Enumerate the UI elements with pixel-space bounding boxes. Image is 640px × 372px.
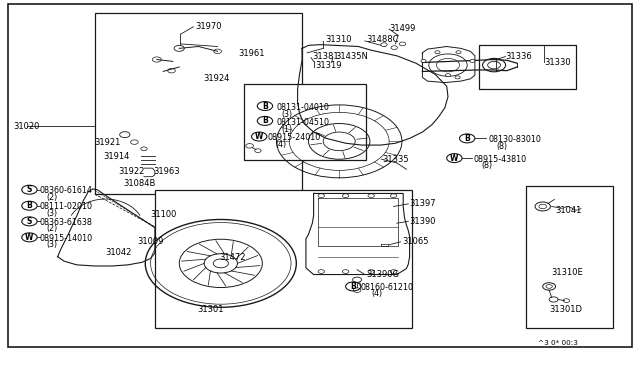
Text: 08915-43810: 08915-43810 bbox=[474, 155, 527, 164]
Text: 31042: 31042 bbox=[106, 248, 132, 257]
Text: 31310: 31310 bbox=[325, 35, 351, 44]
Text: 08360-61614: 08360-61614 bbox=[40, 186, 93, 195]
Text: 08363-61638: 08363-61638 bbox=[40, 218, 93, 227]
Text: 31336: 31336 bbox=[506, 52, 532, 61]
Circle shape bbox=[421, 60, 426, 62]
Text: (4): (4) bbox=[275, 140, 286, 149]
Text: (1): (1) bbox=[282, 125, 292, 134]
Text: 08915-14010: 08915-14010 bbox=[40, 234, 93, 243]
Text: 08131-04010: 08131-04010 bbox=[276, 103, 330, 112]
FancyBboxPatch shape bbox=[95, 13, 302, 194]
Text: ^3 0* 00:3: ^3 0* 00:3 bbox=[538, 340, 577, 346]
Text: (8): (8) bbox=[496, 142, 507, 151]
Text: S: S bbox=[27, 217, 32, 226]
Text: 31397: 31397 bbox=[410, 199, 436, 208]
Text: 31921: 31921 bbox=[95, 138, 121, 147]
Text: 31924: 31924 bbox=[204, 74, 230, 83]
Text: 31914: 31914 bbox=[104, 152, 130, 161]
Circle shape bbox=[353, 288, 361, 292]
Text: 31009: 31009 bbox=[138, 237, 164, 246]
Circle shape bbox=[445, 74, 451, 77]
Text: (2): (2) bbox=[46, 193, 58, 202]
Text: 31335: 31335 bbox=[383, 155, 410, 164]
Text: 31499: 31499 bbox=[389, 24, 415, 33]
Text: W: W bbox=[450, 154, 459, 163]
Text: 08160-61210: 08160-61210 bbox=[361, 283, 414, 292]
Text: W: W bbox=[255, 132, 264, 141]
Text: 31084B: 31084B bbox=[123, 179, 156, 187]
Text: B: B bbox=[262, 116, 268, 125]
Text: 31319: 31319 bbox=[315, 61, 341, 70]
Text: 31330: 31330 bbox=[544, 58, 571, 67]
Text: 31472: 31472 bbox=[219, 253, 245, 262]
Text: 31922: 31922 bbox=[118, 167, 145, 176]
Text: 31301: 31301 bbox=[197, 305, 223, 314]
Text: 31020: 31020 bbox=[13, 122, 39, 131]
Circle shape bbox=[399, 42, 406, 46]
Text: 31390G: 31390G bbox=[366, 270, 399, 279]
Text: B: B bbox=[27, 201, 32, 210]
Text: 08111-02010: 08111-02010 bbox=[40, 202, 93, 211]
Circle shape bbox=[246, 144, 253, 148]
Text: B: B bbox=[351, 282, 356, 291]
Circle shape bbox=[456, 51, 461, 54]
FancyBboxPatch shape bbox=[479, 45, 576, 89]
Circle shape bbox=[353, 277, 362, 282]
Text: (4): (4) bbox=[371, 289, 382, 298]
Text: (2): (2) bbox=[46, 224, 58, 233]
Text: 31435N: 31435N bbox=[335, 52, 368, 61]
Text: 31381: 31381 bbox=[312, 52, 339, 61]
FancyBboxPatch shape bbox=[526, 186, 613, 328]
Text: 08915-24010: 08915-24010 bbox=[268, 133, 321, 142]
Text: 31961: 31961 bbox=[238, 49, 264, 58]
Text: 31970: 31970 bbox=[195, 22, 221, 31]
Text: B: B bbox=[262, 102, 268, 110]
Circle shape bbox=[435, 51, 440, 54]
FancyBboxPatch shape bbox=[155, 190, 412, 328]
Circle shape bbox=[381, 43, 387, 46]
Text: 08131-04510: 08131-04510 bbox=[276, 118, 330, 126]
Text: 31041: 31041 bbox=[556, 206, 582, 215]
Text: 31065: 31065 bbox=[402, 237, 428, 246]
Text: 08130-83010: 08130-83010 bbox=[488, 135, 541, 144]
Circle shape bbox=[391, 46, 397, 49]
Text: W: W bbox=[25, 233, 34, 242]
Circle shape bbox=[455, 76, 460, 79]
Text: 31310E: 31310E bbox=[552, 268, 584, 277]
Text: 31488C: 31488C bbox=[366, 35, 399, 44]
Circle shape bbox=[470, 60, 475, 62]
Text: B: B bbox=[465, 134, 470, 143]
Text: (3): (3) bbox=[46, 240, 57, 249]
FancyBboxPatch shape bbox=[8, 4, 632, 347]
Text: 31390: 31390 bbox=[410, 217, 436, 226]
Text: (3): (3) bbox=[46, 209, 57, 218]
Text: 31963: 31963 bbox=[154, 167, 180, 176]
Text: 31100: 31100 bbox=[150, 210, 177, 219]
Text: S: S bbox=[27, 185, 32, 194]
Text: (8): (8) bbox=[481, 161, 492, 170]
Text: 31301D: 31301D bbox=[549, 305, 582, 314]
Text: (3): (3) bbox=[282, 110, 292, 119]
FancyBboxPatch shape bbox=[244, 84, 366, 160]
